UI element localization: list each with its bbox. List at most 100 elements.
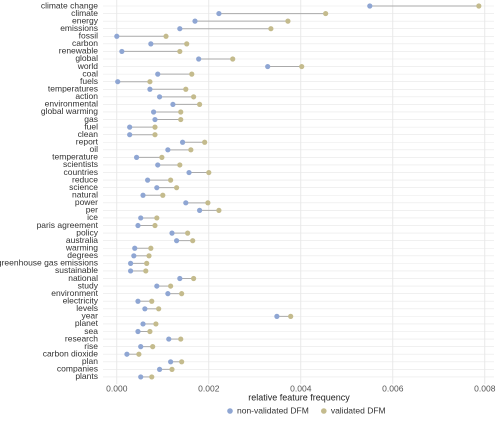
dot — [190, 238, 196, 244]
dot — [168, 359, 174, 365]
dot — [367, 3, 373, 9]
dot — [197, 101, 203, 108]
dot — [169, 230, 175, 236]
dot — [147, 86, 153, 92]
dot — [149, 298, 155, 304]
dot — [323, 10, 329, 17]
dot — [156, 366, 163, 372]
dot — [135, 298, 141, 304]
y-tick-label: climate — [71, 8, 98, 18]
y-tick-label: year — [81, 311, 98, 321]
dot — [150, 344, 156, 350]
dot — [138, 374, 144, 380]
y-tick-label: natural — [72, 190, 98, 200]
dot — [159, 154, 165, 160]
dot — [179, 291, 185, 297]
y-tick-label: environment — [51, 288, 98, 298]
dot — [183, 86, 189, 92]
dot — [154, 215, 160, 221]
dot — [163, 33, 169, 39]
dot — [119, 48, 125, 55]
dot — [146, 253, 152, 259]
y-tick-label: countries — [64, 167, 99, 177]
dot — [183, 200, 189, 206]
dot — [185, 230, 191, 236]
dot — [131, 253, 137, 259]
y-tick-label: planet — [75, 318, 99, 328]
y-tick-label: levels — [76, 303, 98, 313]
y-tick-label: science — [69, 182, 98, 192]
x-tick-label: 0.006 — [382, 383, 404, 393]
x-axis-title: relative feature frequency — [248, 392, 350, 402]
dot — [189, 71, 195, 77]
y-tick-label: carbon dioxide — [43, 348, 99, 358]
dot — [127, 124, 133, 130]
dot — [174, 238, 180, 244]
y-tick-label: fossil — [79, 31, 98, 41]
dot — [154, 185, 160, 191]
dot — [154, 283, 160, 289]
dot — [155, 162, 161, 168]
y-tick-label: coal — [82, 68, 98, 78]
dot — [149, 374, 155, 380]
y-tick-label: fuels — [80, 76, 98, 86]
y-tick-label: scientists — [63, 159, 98, 169]
y-tick-label: study — [78, 280, 99, 290]
dot — [299, 63, 305, 70]
dot — [268, 26, 274, 32]
y-tick-label: environmental — [45, 99, 99, 109]
y-tick-label: sustainable — [55, 265, 98, 275]
dot — [178, 116, 184, 123]
dot — [174, 185, 180, 191]
y-tick-label: world — [77, 61, 99, 71]
dot — [152, 116, 158, 123]
dot — [196, 56, 202, 62]
y-tick-label: national — [68, 273, 98, 283]
legend-label: validated DFM — [331, 405, 386, 415]
y-tick-label: research — [65, 333, 98, 343]
dot — [124, 351, 130, 357]
dot — [156, 306, 162, 312]
dot — [156, 94, 163, 100]
dot — [132, 245, 138, 251]
legend-marker — [321, 408, 327, 414]
y-tick-label: report — [76, 137, 99, 147]
x-tick-label: 0.000 — [106, 383, 128, 393]
y-tick-label: reduce — [72, 174, 98, 184]
y-tick-label: global warming — [41, 106, 98, 116]
y-tick-label: global — [75, 53, 98, 63]
y-tick-label: power — [75, 197, 98, 207]
dot — [151, 109, 157, 115]
dot — [145, 177, 151, 183]
x-tick-label: 0.002 — [198, 383, 220, 393]
dot — [138, 344, 144, 350]
y-tick-label: plan — [82, 356, 98, 366]
dot — [216, 10, 222, 17]
dot — [147, 79, 153, 85]
dot — [274, 313, 280, 319]
y-tick-label: degrees — [67, 250, 98, 260]
dot — [230, 56, 236, 62]
dot — [178, 109, 184, 115]
dot — [152, 222, 158, 229]
dot — [168, 283, 174, 289]
legend-label: non-validated DFM — [237, 405, 309, 415]
x-tick-label: 0.004 — [290, 383, 312, 393]
dot — [177, 48, 183, 55]
dot — [165, 291, 171, 297]
dot — [177, 26, 183, 32]
x-tick-label: 0.008 — [474, 383, 496, 393]
y-tick-label: action — [75, 91, 98, 101]
y-tick-label: policy — [76, 227, 98, 237]
dot — [179, 359, 185, 365]
y-tick-label: electricity — [63, 295, 99, 305]
y-tick-label: clean — [78, 129, 99, 139]
dot — [192, 18, 198, 24]
dot — [165, 147, 171, 153]
dot — [285, 18, 291, 24]
y-tick-label: energy — [72, 15, 99, 25]
dot — [160, 192, 166, 198]
y-tick-label: gas — [84, 114, 98, 124]
y-tick-label: sea — [84, 326, 98, 336]
